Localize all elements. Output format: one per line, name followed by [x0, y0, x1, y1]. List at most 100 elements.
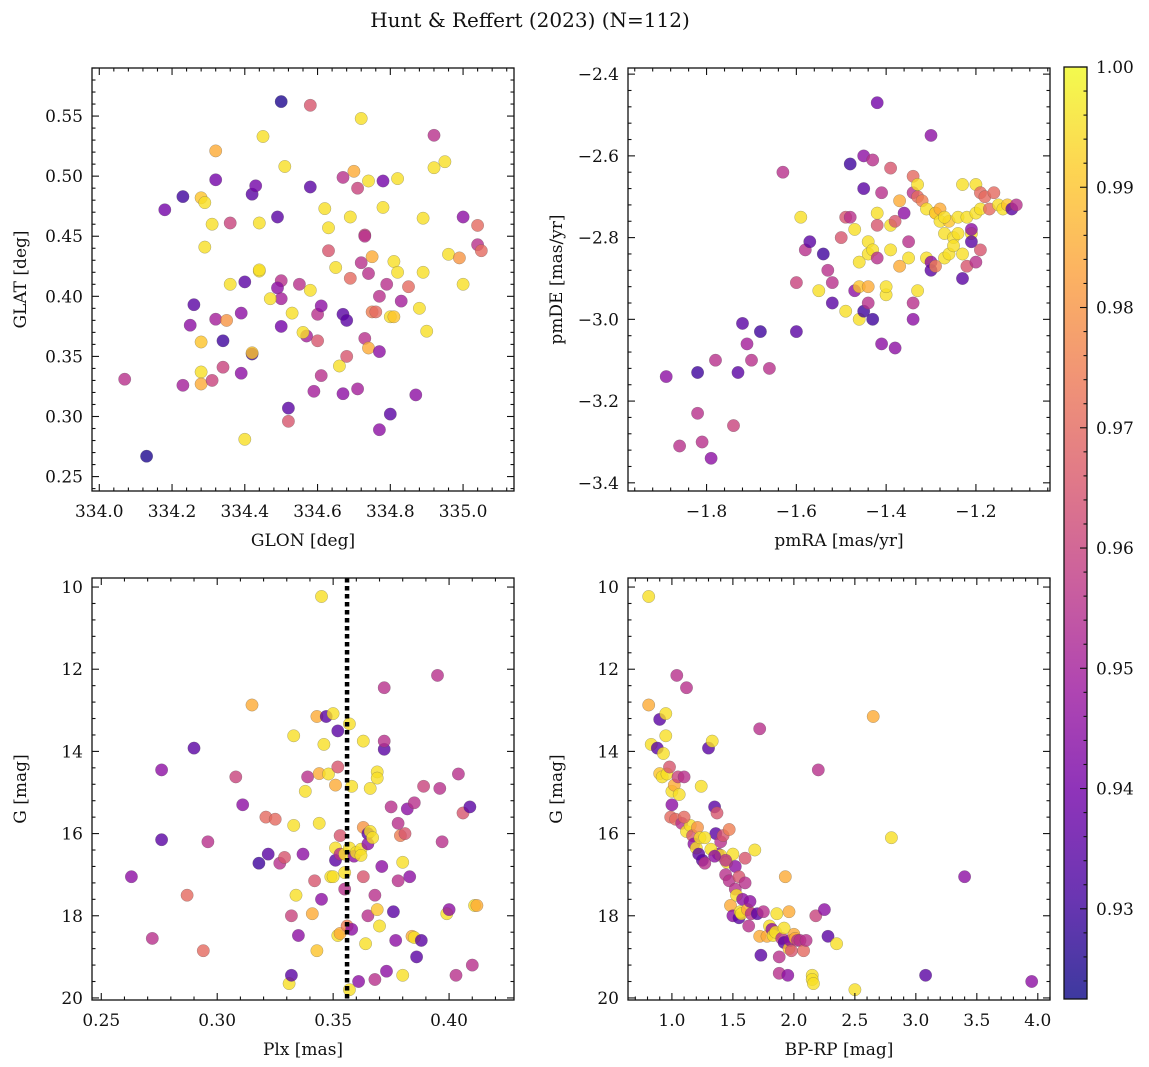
data-point: [704, 451, 718, 465]
data-point: [722, 823, 736, 836]
data-point: [332, 359, 346, 373]
data-point: [322, 244, 335, 258]
data-point: [452, 251, 466, 265]
y-tick-label: 0.45: [45, 227, 83, 247]
data-point: [307, 384, 321, 398]
colorbar-tick-label: 1.00: [1096, 58, 1134, 78]
data-point: [145, 932, 159, 945]
data-point: [245, 346, 259, 360]
y-axis-label: pmDE [mas/yr]: [547, 214, 567, 344]
data-point: [414, 934, 428, 947]
figure-title: Hunt & Reffert (2023) (N=112): [370, 8, 690, 32]
data-point: [296, 325, 310, 339]
data-point: [642, 590, 656, 603]
data-point: [736, 316, 749, 330]
data-point: [672, 788, 686, 801]
x-tick-label: 0.40: [430, 1011, 468, 1031]
data-point: [830, 937, 843, 951]
data-point: [790, 325, 803, 338]
data-point: [888, 341, 902, 355]
data-point: [318, 202, 332, 216]
data-point: [274, 95, 288, 109]
data-point: [659, 707, 673, 720]
data-point: [956, 272, 969, 285]
data-point: [238, 275, 252, 289]
data-point: [347, 164, 361, 178]
data-point: [839, 304, 853, 318]
colorbar-tick-label: 0.99: [1096, 178, 1134, 198]
axes-frame: [627, 67, 1051, 492]
data-point: [362, 267, 375, 280]
data-point: [782, 905, 796, 919]
data-point: [342, 717, 356, 731]
data-point: [821, 929, 835, 943]
data-point: [763, 361, 776, 375]
data-point: [245, 698, 259, 712]
data-point: [317, 738, 331, 751]
data-point: [183, 318, 197, 332]
data-point: [893, 259, 906, 273]
data-point: [879, 280, 893, 294]
data-point: [311, 334, 324, 348]
x-tick-label: 334.4: [220, 502, 269, 522]
data-point: [216, 360, 230, 374]
x-tick-label: −1.8: [686, 502, 727, 522]
data-point: [386, 905, 400, 919]
data-point: [705, 734, 719, 748]
data-point: [196, 944, 210, 958]
data-point: [370, 903, 384, 916]
y-tick-label: −2.6: [578, 147, 619, 167]
data-point: [427, 161, 441, 175]
y-tick-label: 0.25: [45, 468, 83, 488]
points-plx-g: [124, 590, 484, 997]
data-point: [807, 977, 820, 990]
data-point: [187, 741, 201, 755]
y-tick-label: −3.0: [578, 310, 619, 330]
colorbar-ticks: 0.93 0.94 0.95 0.96 0.97 0.98 0.99 1.00: [1080, 58, 1134, 982]
data-point: [825, 296, 839, 310]
data-point: [365, 250, 379, 264]
data-point: [354, 256, 368, 270]
y-tick-label: 18: [597, 907, 619, 927]
data-point: [377, 734, 391, 748]
x-tick-label: 0.35: [314, 1011, 352, 1031]
data-point: [362, 341, 375, 355]
data-point: [757, 905, 770, 919]
points-glon-glat: [118, 95, 488, 463]
x-tick-label: −1.4: [865, 502, 906, 522]
colorbar-tick-label: 0.93: [1096, 900, 1134, 920]
data-point: [305, 907, 319, 921]
data-point: [249, 179, 263, 193]
data-point: [261, 847, 275, 861]
data-point: [285, 306, 299, 320]
data-point: [322, 767, 335, 781]
data-point: [803, 235, 817, 249]
data-point: [742, 919, 756, 933]
data-point: [234, 366, 248, 380]
y-tick-label: 0.30: [45, 407, 83, 427]
data-point: [781, 968, 795, 982]
data-point: [362, 174, 375, 188]
x-tick-label: 1.0: [658, 1011, 685, 1031]
data-point: [778, 870, 792, 884]
data-point: [361, 909, 375, 923]
data-point: [772, 950, 786, 964]
data-point: [451, 767, 465, 781]
data-point: [745, 353, 758, 367]
data-point: [354, 112, 368, 125]
data-point: [465, 958, 479, 972]
data-point: [449, 968, 463, 982]
data-point: [409, 388, 423, 402]
data-point: [198, 196, 212, 210]
data-point: [893, 194, 906, 208]
data-point: [155, 763, 169, 777]
data-point: [274, 292, 288, 306]
data-point: [870, 206, 884, 220]
data-point: [754, 948, 768, 962]
data-point: [351, 382, 364, 396]
panel-bprp-g: 1.0 1.5 2.0 2.5 3.0 3.5 4.0 10 12 14 16 18 20 BP-RP […: [547, 577, 1051, 1060]
y-tick-label: 10: [61, 578, 83, 598]
x-tick-label: 3.0: [902, 1011, 929, 1031]
data-point: [158, 203, 172, 217]
data-point: [238, 432, 252, 446]
